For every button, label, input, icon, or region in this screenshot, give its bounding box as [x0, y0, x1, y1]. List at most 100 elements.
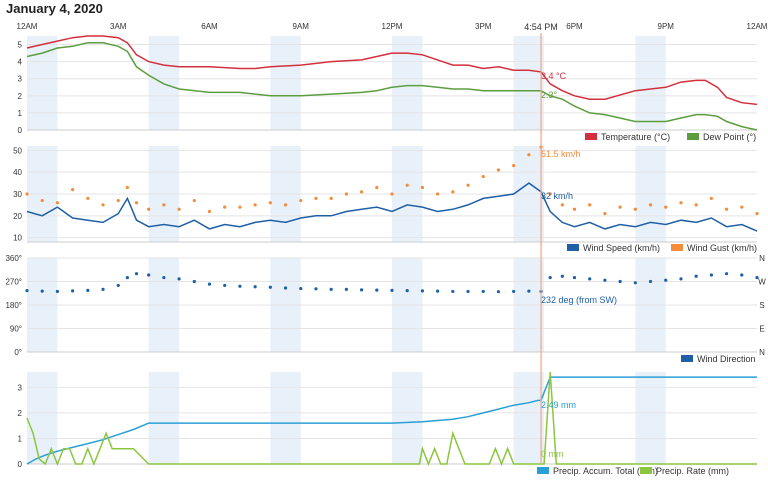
data-point	[162, 203, 166, 207]
data-point	[86, 196, 90, 200]
time-label: 9PM	[658, 22, 675, 31]
data-point	[344, 287, 348, 291]
data-point	[192, 198, 196, 203]
data-point	[755, 275, 759, 280]
legend-swatch	[567, 244, 579, 251]
y-tick-label: 50	[13, 146, 22, 155]
data-point	[329, 287, 333, 291]
data-point	[481, 174, 485, 179]
data-point	[496, 290, 501, 294]
time-label: 6AM	[201, 22, 218, 31]
data-point	[560, 203, 564, 207]
value-annotation: 2.49 mm	[541, 400, 576, 410]
y-tick-label: 0	[18, 460, 23, 469]
y-tick-label: 2	[18, 92, 23, 101]
data-point	[405, 289, 409, 293]
time-label: 12AM	[747, 22, 768, 31]
data-point	[223, 283, 227, 288]
data-point	[709, 196, 713, 200]
data-point	[436, 289, 440, 293]
data-point	[71, 188, 75, 192]
time-label: 9AM	[293, 22, 310, 31]
legend-swatch	[671, 244, 683, 251]
night-band	[392, 36, 423, 130]
data-point	[648, 279, 653, 284]
night-band	[27, 36, 58, 130]
time-label: 12PM	[382, 22, 403, 31]
data-point	[40, 289, 44, 293]
y-tick-label: 5	[18, 41, 23, 50]
y-tick-label: 270°	[5, 278, 22, 287]
legend-label: Wind Direction	[697, 354, 756, 364]
night-band	[148, 372, 180, 464]
night-band	[635, 372, 666, 464]
legend-swatch	[687, 133, 699, 140]
night-band	[513, 36, 545, 130]
cursor-time-label: 4:54 PM	[524, 22, 558, 32]
chart-panel-2: 10 20 30 40 50 Wind Speed (km/h) Wind Gust (km…	[13, 145, 759, 253]
data-point	[314, 196, 318, 200]
data-point	[648, 203, 653, 207]
data-point	[390, 288, 394, 292]
data-point	[390, 192, 394, 196]
value-annotation: 3.4 °C	[541, 71, 567, 81]
y-tick-label: 40	[13, 168, 22, 177]
data-point	[664, 205, 668, 209]
data-point	[420, 289, 425, 293]
chart-panel-1: 0 1 2 3 4 5 Temperature (°C) Dew Point (°) 3.4 °…	[18, 35, 758, 142]
data-point	[268, 285, 272, 289]
y-tick-label: 30	[13, 190, 22, 199]
y-tick-label: 360°	[5, 254, 22, 263]
data-point	[116, 283, 120, 288]
data-point	[572, 275, 577, 280]
data-point	[134, 272, 139, 276]
data-point	[147, 207, 151, 211]
night-band	[27, 372, 58, 464]
data-point	[253, 203, 257, 207]
data-point	[740, 205, 744, 209]
chart-panel-4: 0 1 2 3 Precip. Accum. Total (mm)Precip. Rat…	[18, 371, 757, 476]
data-point	[466, 289, 470, 294]
data-point	[55, 289, 60, 294]
data-point	[55, 201, 60, 205]
legend-swatch	[537, 467, 549, 474]
legend-swatch	[640, 467, 652, 474]
time-label: 12AM	[17, 22, 38, 31]
night-band	[635, 36, 666, 130]
data-point	[359, 288, 364, 292]
data-point	[40, 198, 44, 203]
y-tick-label: 1	[18, 109, 23, 118]
value-annotation: 0 mm	[541, 449, 564, 459]
y-tick-label: 20	[13, 212, 22, 221]
data-point	[207, 282, 212, 286]
value-annotation: 232 deg (from SW)	[541, 295, 617, 305]
y-tick-label: 3	[18, 383, 23, 392]
data-point	[603, 212, 607, 216]
data-point	[527, 289, 531, 293]
data-point	[253, 285, 257, 289]
data-point	[238, 205, 242, 209]
data-point	[496, 168, 501, 172]
data-point	[147, 273, 151, 277]
data-point	[25, 289, 29, 293]
legend-label: Precip. Accum. Total (mm)	[553, 466, 658, 476]
data-point	[633, 207, 637, 211]
y-tick-label: 1	[18, 434, 23, 443]
data-point	[420, 185, 425, 190]
data-point	[162, 275, 166, 280]
compass-label: N	[759, 348, 765, 357]
data-point	[177, 277, 181, 281]
series-line	[26, 35, 758, 106]
time-label: 3AM	[110, 22, 127, 31]
series-line	[26, 182, 758, 232]
data-point	[283, 286, 288, 290]
data-point	[192, 279, 196, 284]
data-point	[375, 288, 379, 292]
data-point	[755, 212, 759, 216]
data-point	[268, 201, 272, 205]
legend-swatch	[585, 133, 597, 140]
data-point	[359, 190, 364, 194]
legend-label: Wind Speed (km/h)	[583, 243, 660, 253]
